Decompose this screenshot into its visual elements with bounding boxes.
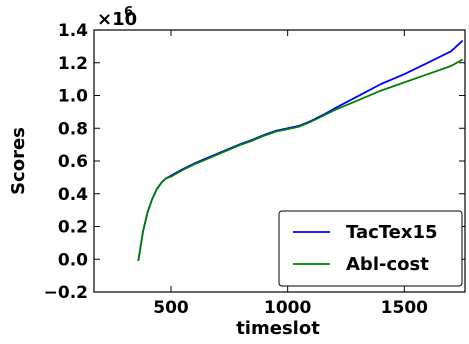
y-multiplier-label: ×10 [97, 9, 137, 30]
y-tick-label: 0.0 [58, 250, 88, 270]
y-tick-label: 0.8 [58, 119, 88, 139]
legend-label-abl-cost: Abl-cost [346, 254, 429, 275]
y-tick-label: 1.2 [58, 54, 88, 74]
y-tick-label: 1.4 [58, 21, 88, 41]
y-axis-title: Scores [8, 127, 29, 195]
x-tick-label: 1000 [264, 298, 311, 318]
series-layer [137, 39, 464, 262]
series-line-abl-cost [137, 58, 464, 262]
y-tick-label: 0.4 [58, 185, 88, 205]
legend-label-tactex15: TacTex15 [346, 222, 438, 243]
ticks-layer: −0.2 0.0 0.2 0.4 0.6 0.8 1.0 1.2 1.4 500 1000 1500 [44, 21, 465, 318]
y-tick-label: 0.6 [58, 152, 88, 172]
y-tick-label: −0.2 [44, 283, 88, 303]
y-multiplier-exponent: 6 [124, 5, 133, 20]
y-tick-label: 0.2 [58, 218, 88, 238]
legend: TacTex15 Abl-cost [278, 210, 463, 287]
x-axis-title: timeslot [236, 318, 320, 339]
x-tick-label: 500 [153, 298, 189, 318]
x-tick-label: 1500 [381, 298, 428, 318]
y-tick-label: 1.0 [58, 87, 88, 107]
legend-box [278, 210, 463, 287]
